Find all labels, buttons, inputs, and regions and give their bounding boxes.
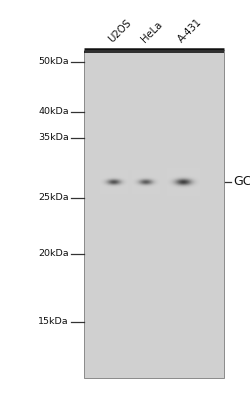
Bar (84, 50, 224, 378)
Text: 35kDa: 35kDa (38, 134, 69, 142)
Text: A-431: A-431 (177, 16, 204, 44)
Text: 25kDa: 25kDa (38, 194, 69, 202)
Text: GCLM: GCLM (234, 176, 250, 188)
Text: 50kDa: 50kDa (38, 58, 69, 66)
Text: U2OS: U2OS (107, 17, 133, 44)
Text: HeLa: HeLa (139, 19, 164, 44)
Text: 15kDa: 15kDa (38, 318, 69, 326)
Text: 40kDa: 40kDa (38, 108, 69, 116)
Text: 20kDa: 20kDa (38, 250, 69, 258)
